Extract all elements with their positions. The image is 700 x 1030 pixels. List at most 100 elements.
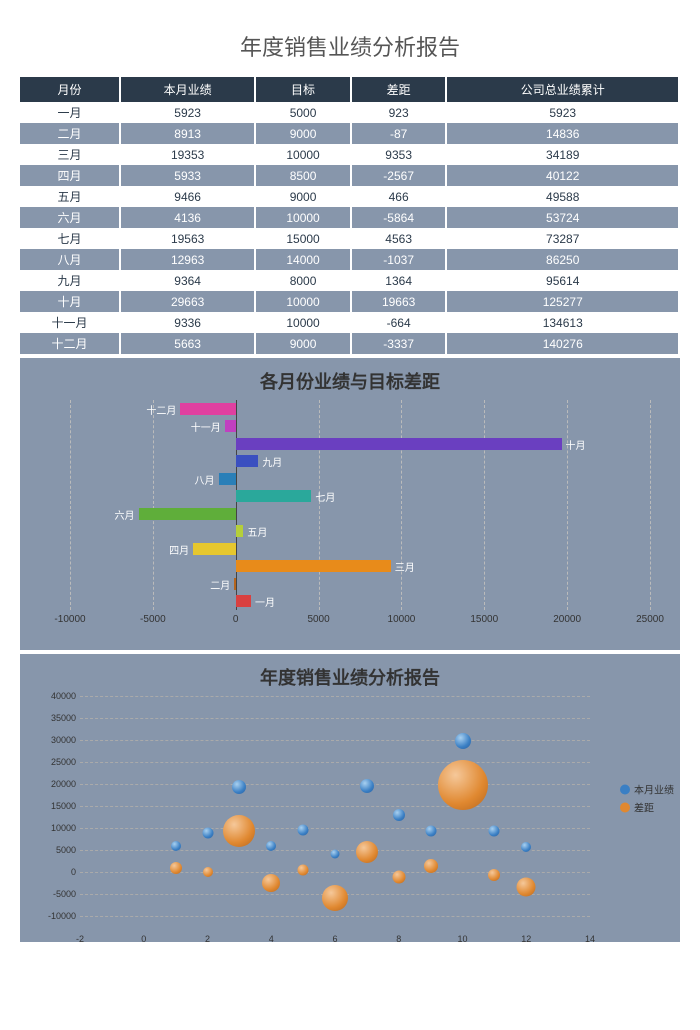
table-cell: 5663 [120,333,255,354]
table-cell: 8000 [255,270,351,291]
table-cell: 140276 [446,333,679,354]
table-cell: 19663 [351,291,447,312]
bubble [171,841,181,851]
table-cell: 49588 [446,186,679,207]
bar-label: 七月 [315,489,335,504]
table-cell: 5933 [120,165,255,186]
table-cell: 十一月 [20,312,120,333]
bubble [489,825,500,836]
table-cell: 134613 [446,312,679,333]
bar-label: 十月 [566,437,586,452]
table-cell: 1364 [351,270,447,291]
table-cell: 9000 [255,186,351,207]
table-cell: 10000 [255,144,351,165]
table-cell: 九月 [20,270,120,291]
table-cell: 4136 [120,207,255,228]
bubble [438,760,488,810]
table-cell: 125277 [446,291,679,312]
table-cell: 4563 [351,228,447,249]
table-header: 月份 [20,77,120,102]
table-cell: 5000 [255,102,351,123]
bubble [262,874,280,892]
bar-chart-title: 各月份业绩与目标差距 [30,368,670,394]
page-title: 年度销售业绩分析报告 [20,30,680,62]
bubble [392,870,405,883]
table-cell: 9353 [351,144,447,165]
legend-item: 差距 [620,800,674,815]
bar [219,473,236,485]
bubble [521,842,531,852]
bar [180,403,235,415]
table-cell: 923 [351,102,447,123]
bar-label: 五月 [247,524,267,539]
table-cell: 19563 [120,228,255,249]
table-cell: -664 [351,312,447,333]
table-cell: 10000 [255,291,351,312]
table-cell: -2567 [351,165,447,186]
bar [236,438,562,450]
table-cell: 53724 [446,207,679,228]
bar-label: 十一月 [191,419,221,434]
table-cell: 8500 [255,165,351,186]
bar [234,578,236,590]
bubble [517,877,536,896]
table-header: 公司总业绩累计 [446,77,679,102]
bar [236,560,391,572]
table-cell: -1037 [351,249,447,270]
bubble [455,733,471,749]
bubble-chart-panel: 年度销售业绩分析报告 -10000-5000050001000015000200… [20,654,680,942]
table-cell: 一月 [20,102,120,123]
table-header: 目标 [255,77,351,102]
table-cell: -87 [351,123,447,144]
bubble [266,841,276,851]
table-cell: 5923 [120,102,255,123]
table-cell: 9466 [120,186,255,207]
bubble [232,780,246,794]
table-cell: 八月 [20,249,120,270]
table-cell: 15000 [255,228,351,249]
bubble-chart: -10000-500005000100001500020000250003000… [80,696,590,932]
table-cell: 14836 [446,123,679,144]
bar [225,420,236,432]
bar-label: 二月 [210,577,230,592]
bubble [393,809,405,821]
table-cell: 六月 [20,207,120,228]
bubble [425,825,436,836]
bar-label: 一月 [255,594,275,609]
table-cell: 十二月 [20,333,120,354]
bubble [360,779,374,793]
table-cell: -3337 [351,333,447,354]
sales-table: 月份本月业绩目标差距公司总业绩累计 一月592350009235923二月891… [20,77,680,354]
table-cell: 五月 [20,186,120,207]
bubble [223,815,255,847]
table-cell: 14000 [255,249,351,270]
table-cell: 9336 [120,312,255,333]
table-cell: 466 [351,186,447,207]
bar-label: 四月 [169,542,189,557]
table-cell: 73287 [446,228,679,249]
bar [236,595,251,607]
table-cell: 10000 [255,207,351,228]
bubble [203,867,213,877]
bubble [356,841,378,863]
table-cell: 8913 [120,123,255,144]
table-cell: 四月 [20,165,120,186]
table-cell: 二月 [20,123,120,144]
bar-label: 十二月 [146,402,176,417]
bar-label: 六月 [115,507,135,522]
bar [193,543,236,555]
table-cell: 9364 [120,270,255,291]
table-cell: 10000 [255,312,351,333]
bubble-legend: 本月业绩差距 [620,779,674,818]
table-header: 差距 [351,77,447,102]
table-cell: 三月 [20,144,120,165]
bubble [298,825,309,836]
bar-label: 三月 [395,559,415,574]
table-cell: 9000 [255,123,351,144]
bubble-chart-title: 年度销售业绩分析报告 [30,664,670,690]
bar [236,455,259,467]
table-cell: 9000 [255,333,351,354]
bar-chart: -10000-50000500010000150002000025000一月二月… [70,400,650,630]
bar-chart-panel: 各月份业绩与目标差距 -10000-5000050001000015000200… [20,358,680,650]
table-header: 本月业绩 [120,77,255,102]
